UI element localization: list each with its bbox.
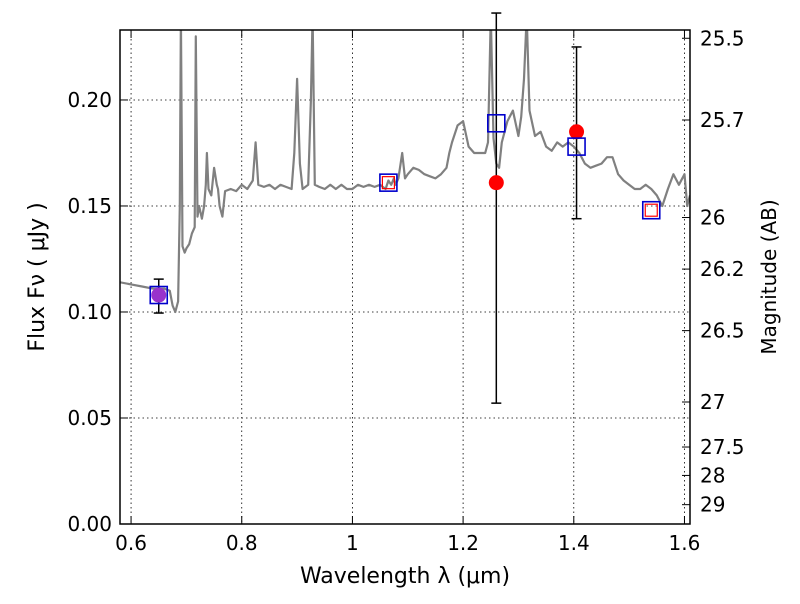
y-axis-label: Flux Fν ( μJy ) bbox=[25, 202, 50, 351]
y-tick-label: 0.05 bbox=[67, 406, 112, 430]
x-tick-label: 1.4 bbox=[558, 531, 590, 555]
y-tick-label: 0.20 bbox=[67, 88, 112, 112]
observed-point bbox=[151, 287, 167, 303]
observed-point bbox=[569, 124, 585, 140]
observed-point bbox=[381, 176, 395, 190]
x-axis-label: Wavelength λ (μm) bbox=[300, 564, 510, 589]
x-tick-label: 1 bbox=[346, 531, 359, 555]
mag-tick-label: 28 bbox=[700, 463, 725, 487]
model-photometry-square bbox=[641, 200, 661, 220]
mag-tick-label: 25.5 bbox=[700, 26, 745, 50]
x-tick-label: 1.2 bbox=[447, 531, 479, 555]
marker-layer bbox=[149, 12, 661, 404]
x-tick-label: 0.6 bbox=[115, 531, 147, 555]
y2-axis-label: Magnitude (AB) bbox=[757, 199, 781, 354]
model-photometry-square bbox=[149, 285, 169, 305]
y-tick-label: 0.15 bbox=[67, 194, 112, 218]
y-tick-label: 0.10 bbox=[67, 300, 112, 324]
model-spectrum-line bbox=[120, 30, 690, 314]
spectrum-layer bbox=[120, 30, 690, 314]
mag-tick-label: 25.7 bbox=[700, 108, 745, 132]
observed-point bbox=[488, 175, 504, 191]
observed-point bbox=[644, 203, 658, 217]
model-photometry-square bbox=[487, 113, 506, 133]
axis-layer: 0.6 0.8 1 1.2 1.4 1.6 0.00 0.05 0.10 0.15 0.20 25.5… bbox=[67, 26, 744, 555]
x-tick-label: 1.6 bbox=[669, 531, 701, 555]
mag-tick-label: 27.5 bbox=[700, 435, 745, 459]
mag-tick-label: 26.5 bbox=[700, 319, 745, 343]
plot-frame bbox=[119, 29, 691, 525]
model-photometry-square bbox=[379, 173, 398, 192]
grid-layer bbox=[120, 30, 690, 525]
mag-tick-label: 26.2 bbox=[700, 257, 745, 281]
x-tick-label: 0.8 bbox=[226, 531, 258, 555]
mag-tick-label: 26 bbox=[700, 206, 725, 230]
mag-tick-label: 27 bbox=[700, 390, 725, 414]
model-photometry-square bbox=[567, 137, 586, 156]
y-tick-label: 0.00 bbox=[67, 512, 112, 536]
mag-tick-label: 29 bbox=[700, 493, 725, 517]
